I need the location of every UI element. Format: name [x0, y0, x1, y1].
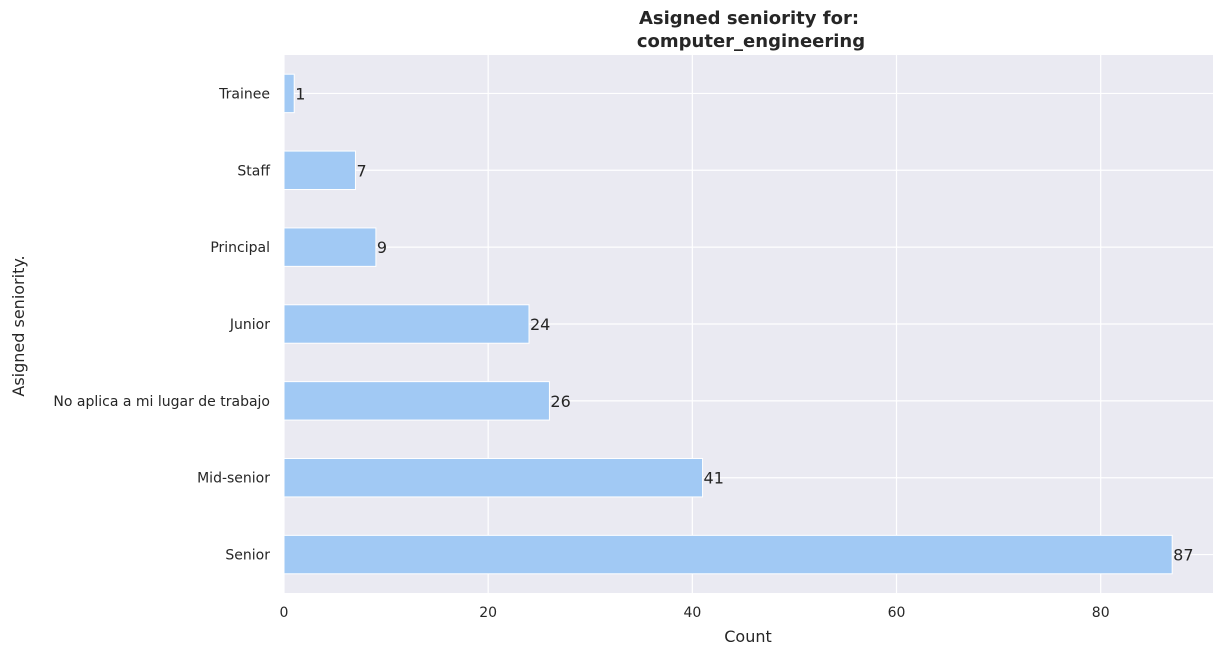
bar [283, 381, 550, 421]
x-tick-label: 40 [683, 605, 701, 621]
x-tick-label: 20 [479, 605, 497, 621]
y-tick-labels: Trainee Staff Principal Junior No aplica a m… [53, 86, 270, 563]
bar [283, 304, 530, 344]
y-tick-label: Mid-senior [197, 471, 270, 487]
y-tick-label: Principal [210, 240, 270, 256]
chart-title-line-1: Asigned seniority for: [639, 8, 859, 29]
x-tick-label: 60 [888, 605, 906, 621]
bar [283, 534, 1173, 575]
bar [283, 73, 295, 114]
data-label: 26 [550, 392, 570, 411]
x-axis-label: Count [724, 627, 772, 646]
y-tick-label: No aplica a mi lugar de trabajo [53, 394, 270, 410]
x-tick-label: 0 [280, 605, 289, 621]
y-tick-label: Trainee [218, 86, 270, 102]
bars [283, 73, 1173, 575]
data-label: 24 [530, 315, 550, 334]
bar [283, 458, 704, 498]
chart-title-line-2: computer_engineering [637, 31, 865, 52]
y-axis-label: Asigned seniority. [9, 255, 28, 396]
data-label: 87 [1173, 546, 1193, 565]
data-label: 1 [295, 84, 305, 103]
x-tick-label: 80 [1092, 605, 1110, 621]
y-tick-label: Junior [229, 317, 270, 333]
y-tick-label: Senior [225, 548, 270, 564]
y-tick-label: Staff [237, 163, 270, 179]
bar [283, 150, 356, 190]
data-label: 41 [704, 469, 724, 488]
x-tick-labels: 0 20 40 60 80 [280, 605, 1110, 621]
data-label: 7 [356, 161, 366, 180]
data-label: 9 [377, 238, 387, 257]
data-labels: 1 7 9 24 26 41 87 [295, 84, 1193, 564]
bar [283, 227, 377, 267]
